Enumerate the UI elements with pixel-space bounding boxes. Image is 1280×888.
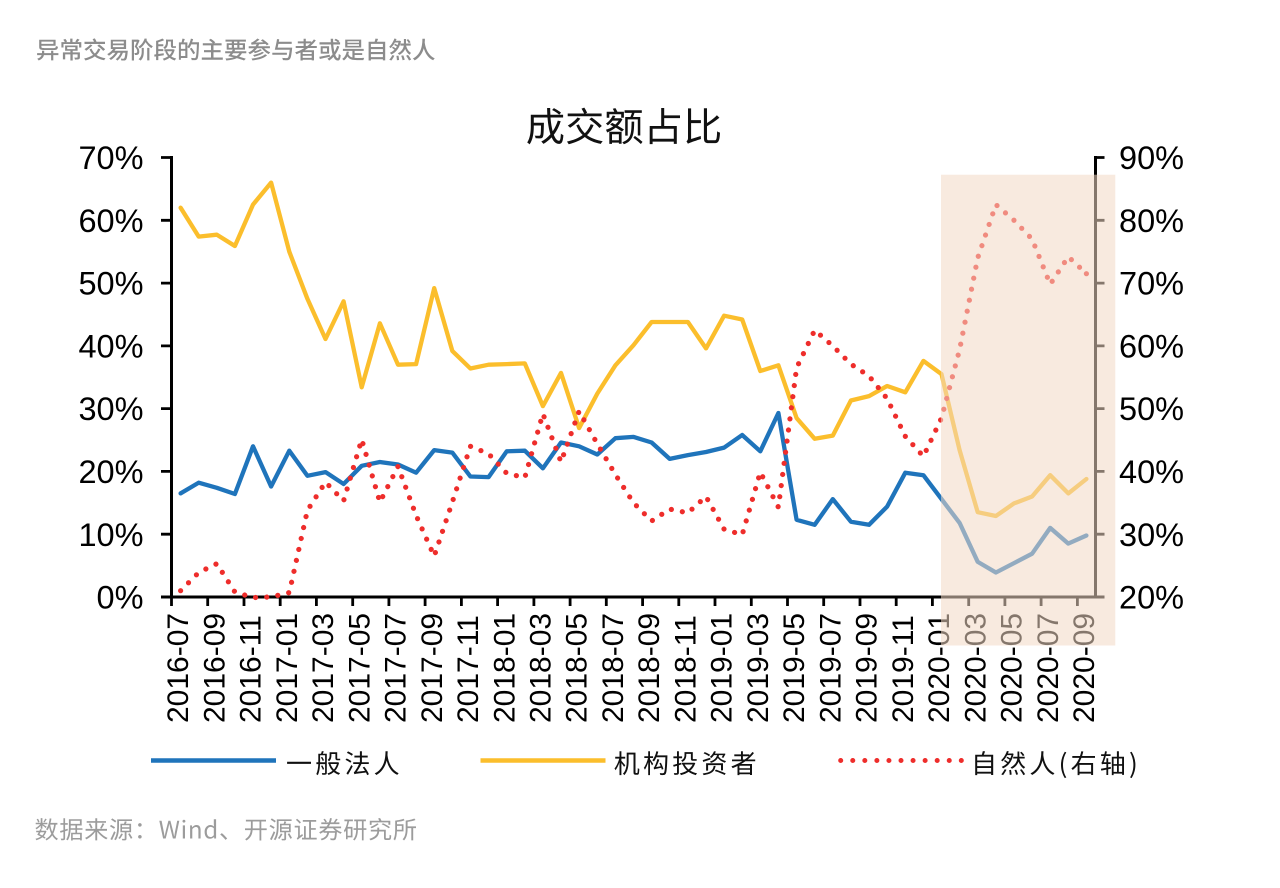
svg-text:50%: 50% xyxy=(78,266,143,302)
svg-text:2017-03: 2017-03 xyxy=(307,613,340,723)
svg-text:2017-05: 2017-05 xyxy=(343,613,376,723)
svg-text:90%: 90% xyxy=(1119,140,1184,176)
svg-text:30%: 30% xyxy=(1119,517,1184,553)
svg-text:10%: 10% xyxy=(78,517,143,553)
svg-text:2018-01: 2018-01 xyxy=(488,613,521,723)
svg-text:2016-07: 2016-07 xyxy=(162,613,195,723)
svg-text:30%: 30% xyxy=(78,391,143,427)
svg-text:2019-03: 2019-03 xyxy=(742,613,775,723)
svg-text:80%: 80% xyxy=(1119,203,1184,239)
svg-text:2019-09: 2019-09 xyxy=(851,613,884,723)
svg-text:0%: 0% xyxy=(97,580,144,616)
svg-text:60%: 60% xyxy=(78,203,143,239)
svg-text:2019-05: 2019-05 xyxy=(778,613,811,723)
svg-text:2018-11: 2018-11 xyxy=(670,615,703,723)
svg-text:20%: 20% xyxy=(78,454,143,490)
svg-text:2016-09: 2016-09 xyxy=(198,613,231,723)
svg-text:2018-03: 2018-03 xyxy=(525,613,558,723)
svg-text:2016-11: 2016-11 xyxy=(235,615,268,723)
svg-text:2018-05: 2018-05 xyxy=(561,613,594,723)
svg-text:70%: 70% xyxy=(1119,266,1184,302)
svg-text:2017-01: 2017-01 xyxy=(271,613,304,723)
svg-text:40%: 40% xyxy=(78,329,143,365)
svg-text:70%: 70% xyxy=(78,140,143,176)
svg-text:60%: 60% xyxy=(1119,329,1184,365)
svg-text:2017-07: 2017-07 xyxy=(380,613,413,723)
svg-text:2018-09: 2018-09 xyxy=(633,613,666,723)
svg-text:2018-07: 2018-07 xyxy=(597,613,630,723)
svg-text:20%: 20% xyxy=(1119,580,1184,616)
svg-text:2019-11: 2019-11 xyxy=(887,615,920,723)
svg-text:2017-11: 2017-11 xyxy=(452,615,485,723)
svg-text:2019-07: 2019-07 xyxy=(814,613,847,723)
svg-text:2019-01: 2019-01 xyxy=(706,613,739,723)
svg-text:40%: 40% xyxy=(1119,454,1184,490)
svg-text:2017-09: 2017-09 xyxy=(416,613,449,723)
svg-text:50%: 50% xyxy=(1119,391,1184,427)
